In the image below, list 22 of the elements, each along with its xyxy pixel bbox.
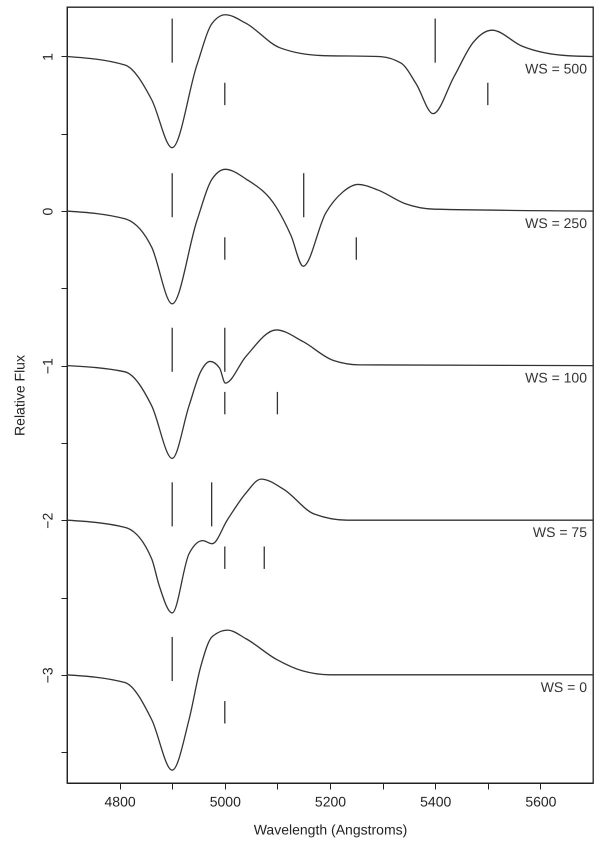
series-label: WS = 500 — [525, 60, 588, 76]
y-tick-label: −3 — [40, 667, 56, 684]
series-label: WS = 250 — [525, 215, 588, 232]
x-tick-label: 5600 — [525, 794, 557, 810]
line-series — [66, 629, 594, 771]
y-tick-label: −2 — [40, 512, 56, 529]
x-tick-label: 5000 — [210, 794, 242, 810]
x-tick-label: 5400 — [420, 794, 452, 810]
line-series — [66, 329, 594, 460]
x-axis-title: Wavelength (Angstroms) — [254, 822, 408, 838]
x-tick-label: 5200 — [314, 794, 346, 810]
line-series — [66, 478, 594, 614]
y-axis-title: Relative Flux — [12, 355, 28, 436]
y-tick-label: −1 — [40, 358, 56, 374]
series-label: WS = 0 — [540, 678, 588, 695]
series-label: WS = 100 — [525, 370, 588, 386]
line-series — [66, 14, 594, 148]
y-tick-label: 1 — [40, 52, 56, 61]
line-series — [66, 168, 594, 304]
y-tick-label: 0 — [40, 207, 56, 216]
x-tick-label: 4800 — [104, 794, 136, 810]
series-label: WS = 75 — [532, 524, 588, 540]
